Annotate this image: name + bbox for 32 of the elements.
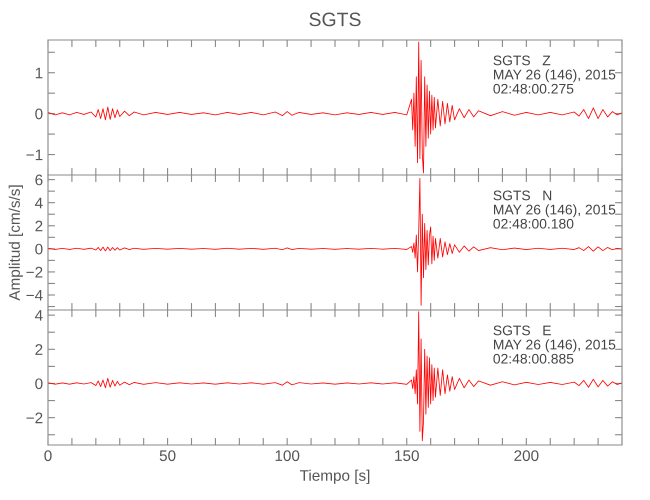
line-series xyxy=(48,42,622,174)
annotation: 02:48:00.180 xyxy=(493,218,574,229)
y-tick-label: 4 xyxy=(34,198,43,208)
x-tick-label: 50 xyxy=(160,450,176,462)
y-tick-label: 6 xyxy=(35,174,42,186)
y-tick-label: 0 xyxy=(35,378,43,390)
annotation: MAY 26 (146), 2015 xyxy=(494,69,616,82)
y-tick-label: 0 xyxy=(35,108,43,120)
y-tick-label: −4 xyxy=(26,290,43,301)
x-tick-label: 200 xyxy=(514,450,538,462)
line-series xyxy=(48,178,622,306)
x-tick-label: 100 xyxy=(276,450,300,462)
y-tick-label: −2 xyxy=(26,412,42,424)
annotation: 02:48:00.885 xyxy=(493,354,574,364)
y-tick-label: 2 xyxy=(35,220,42,232)
x-axis-title: Tiempo [s] xyxy=(300,470,370,484)
y-axis-title: Amplitud [cm/s/s] xyxy=(8,185,23,301)
y-tick-label: 0 xyxy=(35,244,43,255)
y-tick-label: −2 xyxy=(26,266,42,278)
chart-title: SGTS xyxy=(309,12,361,26)
annotation: MAY 26 (146), 2015 xyxy=(494,339,616,352)
y-tick-label: −1 xyxy=(26,150,42,160)
y-tick-label: 4 xyxy=(34,310,43,321)
annotation: SGTS E xyxy=(493,325,551,336)
annotation: 02:48:00.275 xyxy=(493,84,574,94)
annotation: SGTS Z xyxy=(493,55,550,66)
x-tick-label: 0 xyxy=(44,450,52,462)
x-tick-label: 150 xyxy=(395,450,419,462)
y-tick-label: 2 xyxy=(35,344,42,355)
annotation: SGTS N xyxy=(493,190,552,200)
annotation: MAY 26 (146), 2015 xyxy=(494,204,616,218)
y-tick-label: 1 xyxy=(36,68,42,78)
